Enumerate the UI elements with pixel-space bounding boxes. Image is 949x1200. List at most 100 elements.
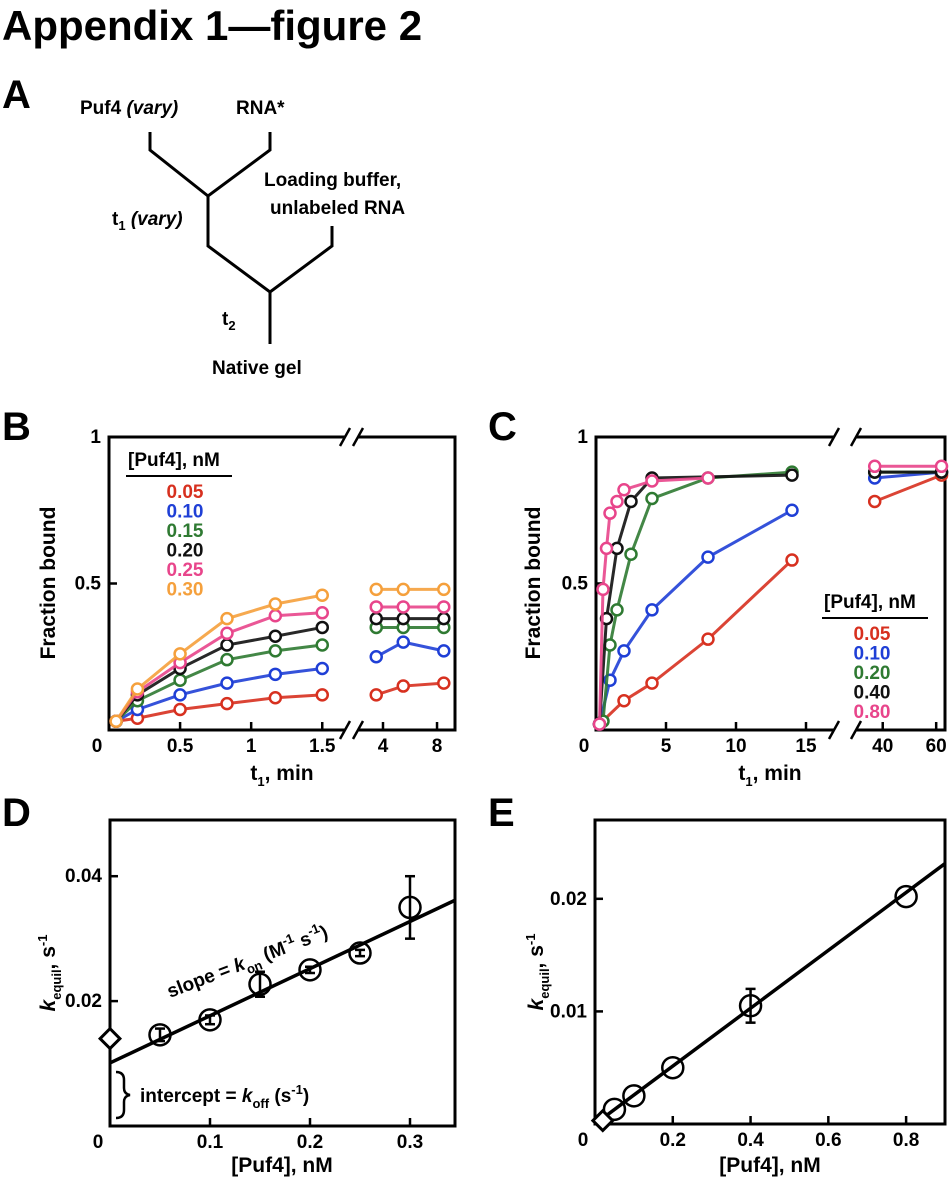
- y-tick-label: 0.04: [65, 866, 102, 887]
- koff-marker: [97, 1026, 123, 1051]
- data-point: [398, 895, 422, 920]
- legend-entry: 0.05: [167, 482, 204, 503]
- data-point: [315, 638, 330, 652]
- text-part: -1: [523, 934, 538, 946]
- data-point: [268, 608, 283, 623]
- x-tick-label: 0: [93, 1132, 104, 1153]
- annotation: intercept = koff (s-1): [140, 1082, 309, 1111]
- text-part: t: [250, 762, 257, 785]
- x-tick-label: 0.5: [167, 736, 194, 757]
- legend-entry: 0.40: [854, 683, 891, 704]
- diagram-label: t2: [222, 309, 236, 333]
- x-tick-label: 4: [378, 736, 389, 757]
- text-part: k: [242, 1086, 254, 1107]
- axis-break-mark: [338, 720, 352, 740]
- legend-entry: 0.25: [167, 560, 204, 581]
- axis-break-mark: [338, 427, 352, 447]
- data-point: [437, 600, 451, 614]
- data-point: [315, 620, 330, 635]
- data-point: [624, 494, 638, 509]
- panel-label: C: [488, 405, 517, 449]
- data-point: [785, 553, 799, 567]
- x-tick-label: 0.6: [815, 1130, 841, 1151]
- text-part: s: [292, 928, 314, 953]
- data-point: [268, 691, 283, 705]
- legend-entry: 0.05: [854, 624, 891, 645]
- data-point: [396, 600, 411, 614]
- data-point: [701, 632, 715, 646]
- data-point: [396, 679, 411, 693]
- text-part: equil: [49, 969, 64, 999]
- x-tick-label: 5: [661, 736, 672, 757]
- legend-title: [Puf4], nM: [128, 450, 220, 471]
- fit-curve: [375, 681, 444, 697]
- data-point: [396, 582, 411, 597]
- data-point: [220, 696, 234, 711]
- data-point: [268, 644, 283, 658]
- data-point: [315, 661, 330, 676]
- data-point: [315, 588, 330, 602]
- data-point: [315, 606, 330, 620]
- x-tick-label: 1.5: [309, 736, 336, 757]
- text-part: , min: [265, 762, 314, 785]
- data-point: [248, 972, 272, 996]
- data-point: [599, 541, 614, 556]
- text-part: , s: [37, 946, 60, 969]
- axis-break-gap: [345, 727, 358, 733]
- fit-curve: [598, 473, 793, 725]
- x-tick-label: 15: [795, 736, 817, 757]
- y-tick-label: 1: [577, 427, 588, 448]
- data-point: [220, 626, 234, 641]
- x-tick-label: 0.1: [197, 1132, 224, 1153]
- data-point: [130, 682, 145, 696]
- data-point: [148, 1023, 172, 1047]
- y-tick-label: 0.01: [550, 1001, 587, 1022]
- diagram-line: [148, 132, 272, 198]
- data-point: [369, 611, 383, 626]
- x-tick-label: 0: [92, 736, 103, 757]
- data-point: [437, 611, 451, 626]
- data-point: [701, 550, 715, 564]
- koff-marker: [590, 1108, 615, 1133]
- text-part: -1: [291, 1082, 303, 1097]
- data-point: [645, 474, 659, 488]
- data-point: [173, 647, 187, 661]
- data-point: [268, 597, 283, 611]
- fit-curve: [115, 643, 323, 723]
- data-point: [617, 693, 631, 708]
- y-tick-label: 0.02: [65, 991, 102, 1012]
- diagram-label: Puf4 (vary): [80, 98, 178, 119]
- data-point: [173, 702, 187, 717]
- y-tick-label: 0.02: [550, 889, 587, 910]
- text-part: intercept =: [140, 1086, 242, 1107]
- fit-line: [109, 898, 456, 1065]
- data-point: [220, 638, 234, 652]
- data-point: [701, 471, 715, 485]
- data-point: [369, 582, 383, 597]
- data-point: [173, 688, 187, 702]
- text-part: [Puf4], nM: [231, 1154, 332, 1177]
- y-axis-label: kequil, s-1: [523, 934, 552, 1011]
- legend-entry: 0.15: [167, 521, 204, 542]
- data-point: [617, 482, 631, 497]
- y-axis-label: kequil, s-1: [35, 935, 64, 1012]
- axis-break-mark: [351, 427, 365, 447]
- text-part: off: [252, 1096, 269, 1111]
- data-point: [624, 547, 638, 561]
- data-point: [934, 459, 949, 474]
- data-point: [268, 629, 283, 643]
- data-point: [645, 676, 659, 690]
- axis-break-gap: [834, 727, 856, 733]
- data-point: [592, 717, 607, 731]
- data-point: [603, 506, 617, 520]
- x-tick-label: 8: [432, 736, 443, 757]
- y-tick-label: 0.5: [562, 574, 589, 595]
- data-point: [596, 582, 610, 597]
- data-point: [738, 994, 763, 1018]
- data-point: [610, 603, 624, 617]
- text-part: Fraction bound: [37, 507, 60, 660]
- data-point: [602, 1097, 627, 1122]
- diagram-label: t1 (vary): [112, 209, 183, 233]
- text-part: [Puf4], nM: [719, 1154, 820, 1177]
